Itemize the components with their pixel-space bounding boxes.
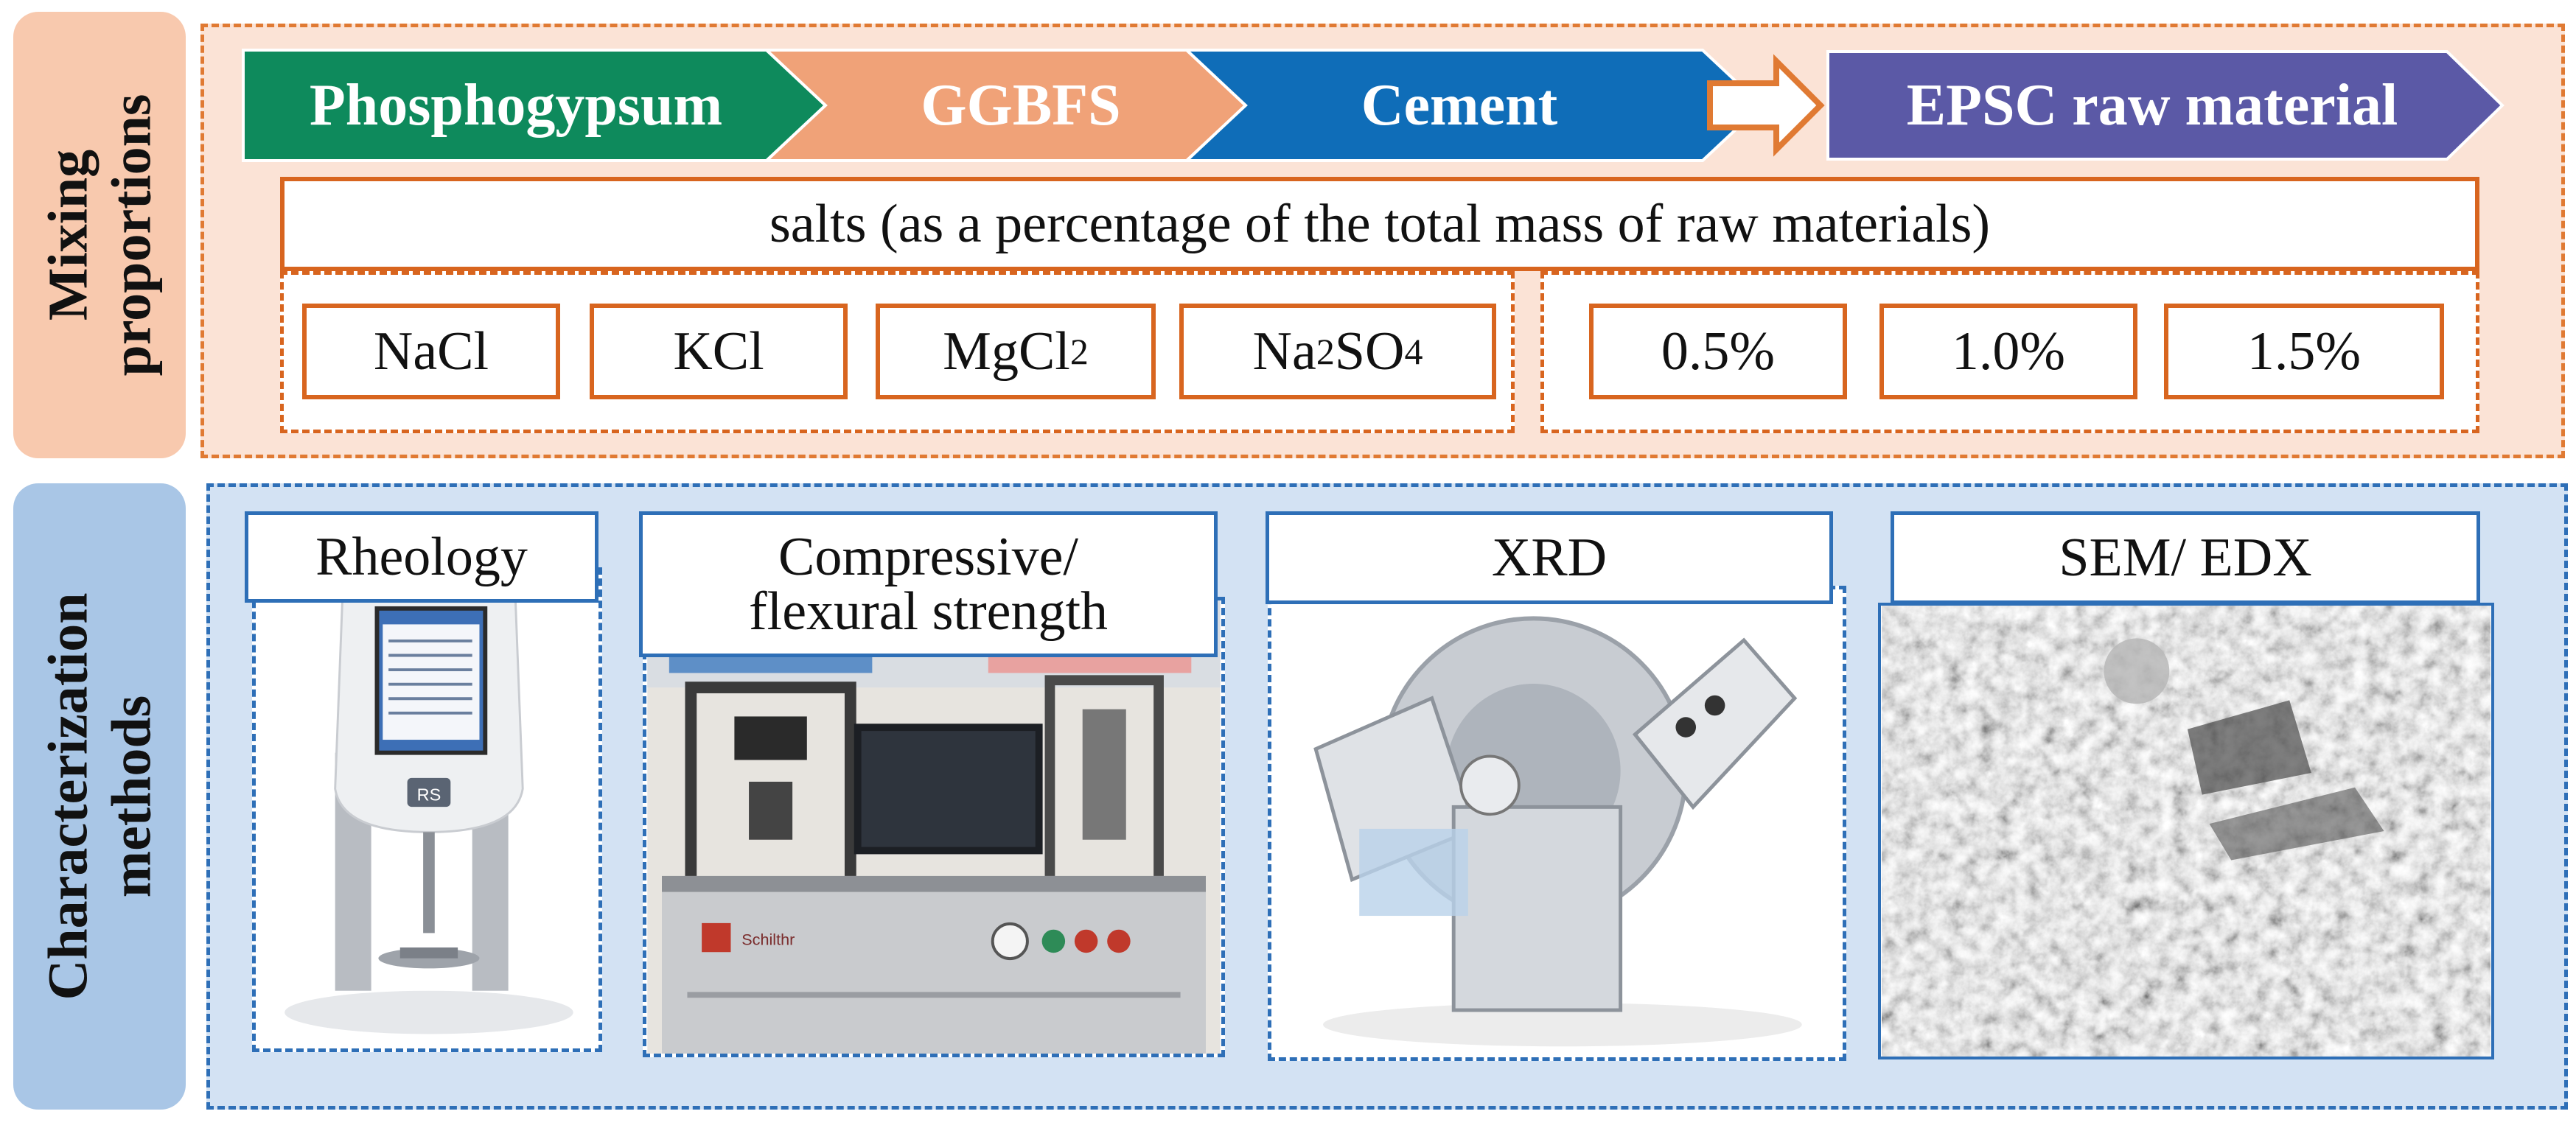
ggbfs-step: GGBFS bbox=[811, 50, 1231, 161]
strength-label-line: Compressive/ bbox=[778, 527, 1078, 587]
step-label: Cement bbox=[1361, 72, 1558, 138]
flow-arrow-icon bbox=[1707, 54, 1825, 157]
xrd-illustration bbox=[1272, 589, 1842, 1057]
dosage-chip: 1.5% bbox=[2164, 304, 2444, 399]
result-label: EPSC raw material bbox=[1906, 72, 2398, 138]
salt-chip-mgcl2: MgCl 2 bbox=[876, 304, 1156, 399]
side-label-line: Characterization bbox=[37, 592, 99, 1001]
epsc-chevron bbox=[1826, 50, 2505, 161]
rheometer-image: RS bbox=[252, 567, 602, 1052]
salt-chip-kcl: KCl bbox=[590, 304, 848, 399]
strength-tester-illustration: Schilthr bbox=[647, 600, 1221, 1054]
characterization-methods-label: Characterization methods bbox=[13, 483, 186, 1110]
side-label-line: methods bbox=[100, 695, 162, 898]
step-label: Phosphogypsum bbox=[309, 72, 723, 138]
salts-title: salts (as a percentage of the total mass… bbox=[280, 177, 2479, 271]
salt-chip-na2so4: Na 2 SO 4 bbox=[1179, 304, 1496, 399]
strength-tester-image: Schilthr bbox=[643, 597, 1225, 1057]
epsc-raw-material-step: EPSC raw material bbox=[1828, 50, 2476, 161]
cement-chevron bbox=[1182, 49, 1764, 162]
side-label-line: Mixing bbox=[37, 149, 99, 321]
sem-edx-label: SEM/ EDX bbox=[1891, 511, 2480, 604]
xrd-label: XRD bbox=[1266, 511, 1833, 604]
material-flow-diagram bbox=[242, 49, 2505, 162]
strength-label: Compressive/ flexural strength bbox=[639, 511, 1218, 657]
strength-label-line: flexural strength bbox=[749, 581, 1108, 642]
side-label-line: proportions bbox=[100, 94, 162, 376]
rheometer-illustration: RS bbox=[256, 572, 598, 1048]
dosage-chip: 0.5% bbox=[1589, 304, 1847, 399]
rheology-label: Rheology bbox=[245, 511, 598, 603]
step-label: GGBFS bbox=[921, 72, 1121, 138]
sem-texture bbox=[1882, 606, 2491, 1057]
dosage-chip: 1.0% bbox=[1879, 304, 2137, 399]
tester-brand: Schilthr bbox=[741, 930, 795, 948]
phosphogypsum-step: Phosphogypsum bbox=[251, 50, 781, 161]
cement-step: Cement bbox=[1216, 50, 1703, 161]
sem-micrograph-image bbox=[1878, 603, 2494, 1059]
mixing-proportions-label: Mixing proportions bbox=[13, 12, 186, 458]
xrd-diffractometer-image bbox=[1268, 586, 1846, 1061]
rheometer-badge: RS bbox=[417, 785, 441, 804]
salt-chip-nacl: NaCl bbox=[302, 304, 560, 399]
